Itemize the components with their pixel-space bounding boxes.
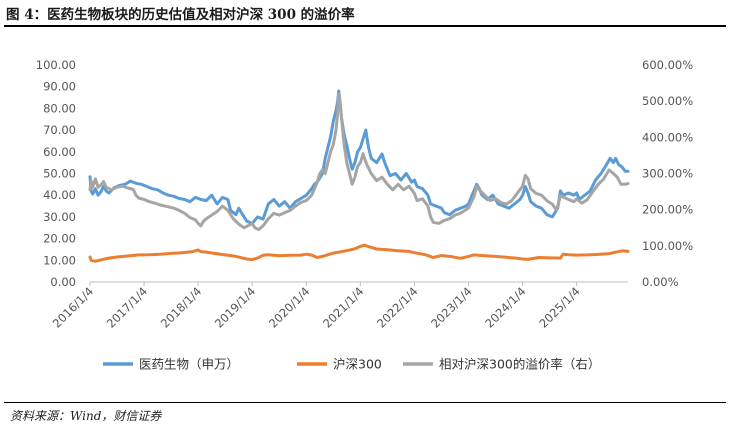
left-tick-label: 40.00 — [43, 188, 76, 202]
right-tick-label: 600.00% — [642, 58, 693, 72]
left-tick-label: 70.00 — [43, 123, 76, 137]
series-line-1 — [88, 243, 630, 263]
right-tick-label: 500.00% — [642, 94, 693, 108]
bottom-rule — [4, 402, 726, 403]
x-tick-label: 2018/1/4 — [158, 284, 204, 330]
figure-title: 图 4：医药生物板块的历史估值及相对沪深 300 的溢价率 — [6, 7, 355, 23]
left-tick-label: 60.00 — [43, 145, 76, 159]
x-tick-label: 2025/1/4 — [536, 284, 582, 330]
right-axis-ticks: 0.00% 100.00% 200.00% 300.00% 400.00% 500.00%… — [642, 58, 693, 289]
x-tick-label: 2023/1/4 — [428, 284, 474, 330]
legend-label-2: 相对沪深300的溢价率（右） — [439, 357, 600, 372]
top-rule — [4, 25, 726, 27]
left-tick-label: 80.00 — [43, 101, 76, 115]
right-tick-label: 100.00% — [642, 239, 693, 253]
chart: 0.00 10.00 20.00 30.00 40.00 50.00 60.00 70.00 8… — [36, 58, 693, 372]
right-tick-label: 200.00% — [642, 203, 693, 217]
x-tick-label: 2019/1/4 — [212, 284, 258, 330]
left-tick-label: 90.00 — [43, 80, 76, 94]
left-axis-ticks: 0.00 10.00 20.00 30.00 40.00 50.00 60.00 70.00 8… — [36, 58, 76, 289]
left-tick-label: 50.00 — [43, 167, 76, 181]
legend-label-0: 医药生物（申万） — [139, 357, 239, 372]
x-tick-label: 2016/1/4 — [50, 284, 96, 330]
legend: 医药生物（申万） 沪深300 相对沪深300的溢价率（右） — [103, 357, 600, 372]
series-layer — [88, 89, 630, 263]
x-tick-label: 2022/1/4 — [374, 284, 420, 330]
left-tick-label: 30.00 — [43, 210, 76, 224]
x-tick-label: 2017/1/4 — [104, 284, 150, 330]
left-tick-label: 10.00 — [43, 253, 76, 267]
x-tick-label: 2021/1/4 — [320, 284, 366, 330]
right-tick-label: 400.00% — [642, 130, 693, 144]
left-tick-label: 100.00 — [36, 58, 76, 72]
left-tick-label: 20.00 — [43, 232, 76, 246]
x-tick-label: 2020/1/4 — [266, 284, 312, 330]
x-axis-ticks: 2016/1/4 2017/1/4 2018/1/4 2019/1/4 2020/1/4… — [50, 282, 583, 331]
source-note: 资料来源：Wind，财信证券 — [10, 409, 162, 423]
legend-label-1: 沪深300 — [333, 357, 382, 372]
right-tick-label: 0.00% — [642, 275, 679, 289]
series-line-2 — [88, 92, 630, 232]
series-line-0 — [88, 89, 630, 225]
left-tick-label: 0.00 — [50, 275, 76, 289]
x-tick-label: 2024/1/4 — [482, 284, 528, 330]
right-tick-label: 300.00% — [642, 167, 693, 181]
